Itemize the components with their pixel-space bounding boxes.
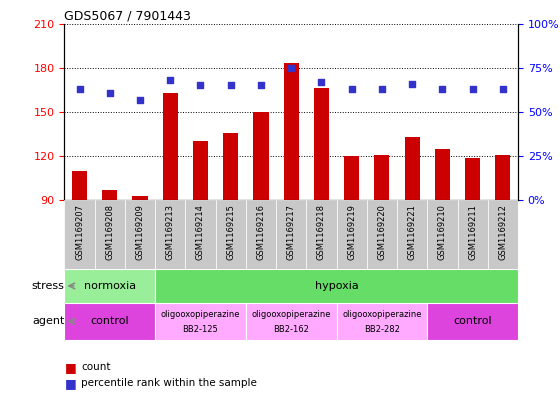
Point (256, 83, 265, 89)
Text: GSM1169212: GSM1169212 (498, 204, 507, 260)
Text: BB2-162: BB2-162 (273, 325, 309, 334)
Bar (223, 132, 239, 200)
Text: GSM1169218: GSM1169218 (317, 204, 326, 260)
Bar (465, 158, 480, 200)
Bar (162, 93, 178, 200)
Bar (155, 269, 518, 303)
Bar (367, 200, 397, 269)
Text: GSM1169216: GSM1169216 (256, 204, 265, 260)
Point (498, 86, 507, 92)
Text: stress: stress (31, 281, 64, 291)
Point (196, 83, 205, 89)
Bar (276, 200, 306, 269)
Point (377, 86, 386, 92)
Text: GSM1169211: GSM1169211 (468, 204, 477, 260)
Bar (155, 303, 246, 340)
Point (75, 86, 84, 92)
Bar (185, 200, 216, 269)
Bar (427, 303, 518, 340)
Text: GSM1169220: GSM1169220 (377, 204, 386, 260)
Text: GSM1169214: GSM1169214 (196, 204, 205, 260)
Text: oligooxopiperazine: oligooxopiperazine (161, 310, 240, 319)
Text: ■: ■ (64, 361, 76, 374)
Text: GSM1169221: GSM1169221 (408, 204, 417, 260)
Text: control: control (91, 316, 129, 326)
Bar (496, 155, 511, 200)
Point (287, 64, 296, 71)
Point (136, 96, 144, 103)
Point (317, 79, 326, 85)
Bar (254, 112, 269, 200)
Bar (397, 200, 427, 269)
Bar (404, 137, 420, 200)
Bar (125, 200, 155, 269)
Bar (337, 200, 367, 269)
Text: control: control (454, 316, 492, 326)
Text: count: count (81, 362, 111, 373)
Bar (246, 303, 337, 340)
Bar (193, 141, 208, 200)
Text: GSM1169210: GSM1169210 (438, 204, 447, 260)
Text: GSM1169208: GSM1169208 (105, 204, 114, 260)
Bar (314, 88, 329, 200)
Bar (72, 171, 87, 200)
Point (408, 81, 417, 87)
Point (347, 86, 356, 92)
Bar (64, 200, 95, 269)
Point (166, 77, 175, 83)
Bar (337, 303, 427, 340)
Text: oligooxopiperazine: oligooxopiperazine (342, 310, 422, 319)
Point (105, 90, 114, 96)
Text: GSM1169207: GSM1169207 (75, 204, 84, 260)
Bar (435, 149, 450, 200)
Text: percentile rank within the sample: percentile rank within the sample (81, 378, 257, 388)
Bar (458, 200, 488, 269)
Text: BB2-282: BB2-282 (364, 325, 400, 334)
Bar (64, 303, 155, 340)
Text: GSM1169217: GSM1169217 (287, 204, 296, 260)
Text: GSM1169209: GSM1169209 (136, 204, 144, 260)
Bar (427, 200, 458, 269)
Text: normoxia: normoxia (83, 281, 136, 291)
Bar (102, 190, 118, 200)
Point (438, 86, 447, 92)
Bar (64, 269, 155, 303)
Text: GSM1169219: GSM1169219 (347, 204, 356, 260)
Bar (374, 155, 390, 200)
Point (468, 86, 477, 92)
Text: GSM1169215: GSM1169215 (226, 204, 235, 260)
Text: GDS5067 / 7901443: GDS5067 / 7901443 (64, 9, 192, 22)
Point (226, 83, 235, 89)
Bar (488, 200, 518, 269)
Bar (246, 200, 276, 269)
Bar (306, 200, 337, 269)
Bar (95, 200, 125, 269)
Text: GSM1169213: GSM1169213 (166, 204, 175, 260)
Text: hypoxia: hypoxia (315, 281, 358, 291)
Bar (155, 200, 185, 269)
Text: ■: ■ (64, 376, 76, 390)
Bar (344, 156, 360, 200)
Text: BB2-125: BB2-125 (183, 325, 218, 334)
Bar (216, 200, 246, 269)
Text: agent: agent (32, 316, 64, 326)
Bar (132, 196, 148, 200)
Text: oligooxopiperazine: oligooxopiperazine (251, 310, 331, 319)
Bar (283, 63, 299, 200)
